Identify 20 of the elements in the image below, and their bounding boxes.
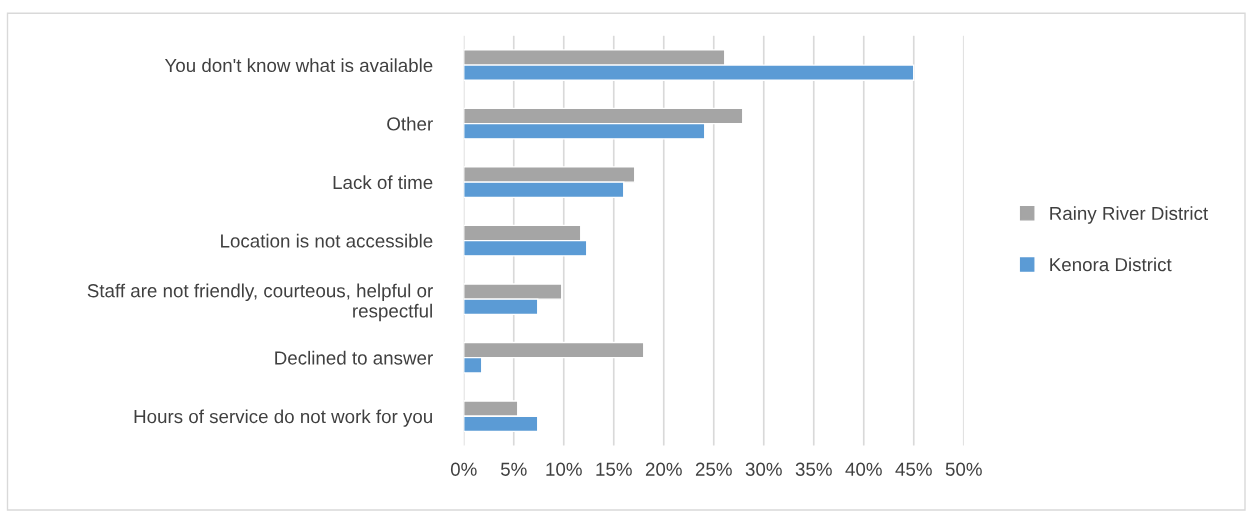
y-tick-label: Declined to answer — [275, 350, 433, 365]
legend-label: Kenora District — [1050, 257, 1172, 272]
x-tick-label: 45% — [895, 462, 932, 476]
x-tick-label: 15% — [596, 462, 632, 476]
x-tick-label: 30% — [745, 462, 782, 476]
x-tick-label: 25% — [695, 462, 732, 476]
x-tick-label: 35% — [795, 462, 832, 476]
y-tick-label: Lack of time — [333, 175, 433, 190]
y-tick-label: Location is not accessible — [221, 233, 433, 248]
x-tick-label: 50% — [945, 462, 982, 476]
y-tick-label: Staff are not friendly, courteous, helpful or respectful — [87, 283, 433, 322]
y-tick-label: Hours of service do not work for you — [134, 409, 432, 427]
x-tick-label: 5% — [500, 462, 527, 476]
x-tick-label: 0% — [450, 462, 477, 476]
x-tick-label: 40% — [845, 462, 882, 476]
x-tick-label: 20% — [645, 462, 682, 476]
y-tick-label: You don't know what is available — [164, 58, 433, 73]
y-tick-label: Other — [387, 116, 433, 131]
x-tick-label: 10% — [546, 462, 582, 476]
legend-label: Rainy River District — [1050, 206, 1209, 224]
